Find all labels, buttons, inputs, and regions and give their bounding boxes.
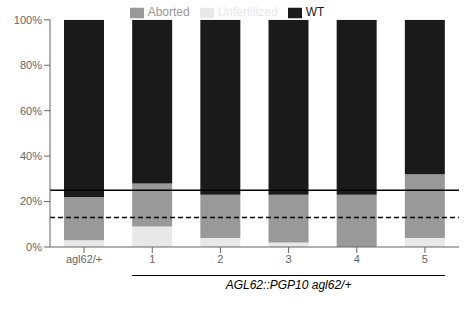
svg-text:80%: 80%	[20, 59, 42, 71]
html-text:WT: WT	[305, 5, 325, 19]
svg-text:100%: 100%	[14, 14, 42, 26]
svg-text:40%: 40%	[20, 150, 42, 162]
svg-text:2: 2	[217, 253, 223, 265]
svg-text:60%: 60%	[20, 105, 42, 117]
html-text:Unfertilized: Unfertilized	[217, 5, 278, 19]
svg-text:1: 1	[149, 253, 155, 265]
svg-text:3: 3	[286, 253, 292, 265]
svg-text:20%: 20%	[20, 195, 42, 207]
svg-text:agl62/+: agl62/+	[66, 253, 102, 265]
svg-text:0%: 0%	[26, 241, 42, 253]
svg-text:4: 4	[354, 253, 360, 265]
html-text:AGL62::PGP10 agl62/+: AGL62::PGP10 agl62/+	[225, 278, 352, 292]
svg-text:5: 5	[422, 253, 428, 265]
html-text:Aborted: Aborted	[147, 5, 190, 19]
